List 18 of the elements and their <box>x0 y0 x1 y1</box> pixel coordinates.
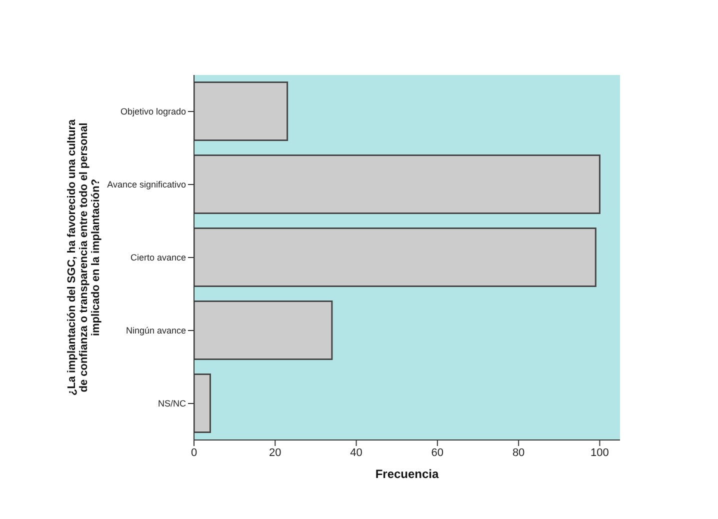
x-tick-label: 0 <box>190 446 198 459</box>
x-tick-label: 40 <box>350 446 362 459</box>
y-tick-label: NS/NC <box>158 398 186 409</box>
y-tick-label: Avance significativo <box>107 180 186 190</box>
x-tick-label: 60 <box>431 446 444 459</box>
x-tick-label: 20 <box>269 446 282 459</box>
bar <box>194 374 211 434</box>
y-tick-label: Cierto avance <box>130 252 186 263</box>
bar <box>194 300 333 360</box>
bar <box>194 154 600 214</box>
bar <box>194 82 288 142</box>
x-tick-label: 80 <box>512 446 525 459</box>
y-axis-title: ¿La implantación del SGC, ha favorecido una cultura de confianza o transparencia entre todo el personal implicado en la implantación? <box>66 118 102 396</box>
y-tick-label: Objetivo logrado <box>120 106 186 117</box>
y-tick-label: Ningún avance <box>126 326 186 336</box>
bar <box>194 228 596 288</box>
x-tick-label: 100 <box>590 446 609 459</box>
x-axis-title: Frecuencia <box>375 467 439 481</box>
